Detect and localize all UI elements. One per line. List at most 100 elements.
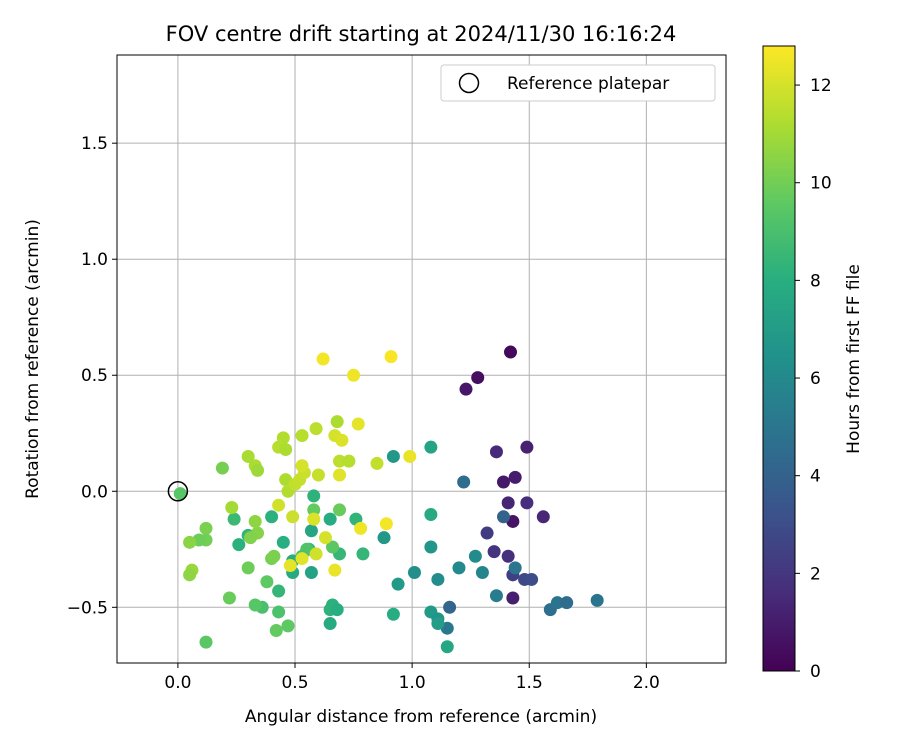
data-point: [471, 371, 485, 385]
x-axis-ticks: 0.0 0.5 1.0 1.5 2.0: [164, 663, 660, 693]
data-point: [496, 475, 510, 489]
data-point: [508, 470, 522, 484]
colorbar-tick-label: 2: [810, 564, 821, 584]
data-point: [304, 565, 318, 579]
data-point: [330, 415, 344, 429]
data-point: [391, 577, 405, 591]
data-point: [225, 501, 239, 515]
plot-frame: [116, 54, 727, 664]
data-point: [520, 496, 534, 510]
data-point: [443, 600, 457, 614]
data-point: [295, 429, 309, 443]
colorbar-tick-label: 12: [810, 76, 832, 96]
data-point: [407, 565, 421, 579]
data-point: [222, 591, 236, 605]
data-point: [501, 496, 515, 510]
colorbar-tick-label: 6: [810, 369, 821, 389]
data-point: [370, 456, 384, 470]
data-point: [241, 449, 255, 463]
data-point: [260, 575, 274, 589]
x-tick-label: 1.0: [399, 673, 426, 693]
data-point: [199, 635, 213, 649]
data-point: [199, 521, 213, 535]
colorbar: 0 2 4 6 8 10 12 Hours from first FF file: [762, 45, 864, 682]
data-point: [267, 549, 281, 563]
data-point: [183, 535, 197, 549]
data-point: [241, 561, 255, 575]
data-point: [386, 449, 400, 463]
colorbar-gradient: [762, 45, 796, 672]
data-point: [386, 607, 400, 621]
data-point: [244, 531, 258, 545]
data-points: [173, 345, 604, 654]
data-point: [424, 540, 438, 554]
x-tick-label: 1.5: [516, 673, 543, 693]
data-point: [309, 422, 323, 436]
data-point: [251, 463, 265, 477]
data-point: [173, 487, 187, 501]
data-point: [323, 512, 337, 526]
data-point: [351, 417, 365, 431]
data-point: [215, 461, 229, 475]
data-point: [318, 531, 332, 545]
data-point: [307, 489, 321, 503]
legend-reference-icon: [458, 72, 480, 94]
data-point: [281, 619, 295, 633]
data-point: [232, 538, 246, 552]
data-point: [440, 640, 454, 654]
data-point: [356, 547, 370, 561]
data-point: [248, 514, 262, 528]
colorbar-tick-label: 8: [810, 271, 821, 291]
y-tick-label: −0.5: [67, 598, 108, 618]
data-point: [335, 433, 349, 447]
data-point: [431, 617, 445, 631]
data-point: [379, 517, 393, 531]
data-point: [590, 593, 604, 607]
data-point: [431, 572, 445, 586]
data-point: [377, 531, 391, 545]
data-point: [457, 475, 471, 489]
data-point: [269, 624, 283, 638]
data-point: [480, 526, 494, 540]
data-point: [536, 510, 550, 524]
data-point: [468, 549, 482, 563]
y-axis-ticks: −0.5 0.0 0.5 1.0 1.5: [67, 134, 117, 618]
colorbar-tick-label: 10: [810, 174, 832, 194]
chart-title: FOV centre drift starting at 2024/11/30 …: [166, 22, 677, 46]
data-point: [265, 510, 279, 524]
data-point: [248, 598, 262, 612]
data-point: [183, 568, 197, 582]
data-point: [307, 503, 321, 517]
x-tick-label: 0.5: [281, 673, 308, 693]
data-point: [279, 443, 293, 457]
colorbar-tick-label: 4: [810, 467, 821, 487]
data-point: [304, 524, 318, 538]
data-point: [475, 565, 489, 579]
data-point: [272, 584, 286, 598]
data-point: [525, 572, 539, 586]
data-point: [520, 440, 534, 454]
legend: Reference platepar: [440, 64, 716, 102]
data-point: [384, 350, 398, 364]
data-point: [354, 521, 368, 535]
y-tick-label: 0.5: [81, 366, 108, 386]
data-point: [325, 540, 339, 554]
x-axis-label: Angular distance from reference (arcmin): [245, 707, 597, 727]
y-tick-label: 1.0: [81, 250, 108, 270]
data-point: [333, 503, 347, 517]
y-axis-label: Rotation from reference (arcmin): [23, 219, 43, 499]
data-point: [283, 559, 297, 573]
data-point: [227, 512, 241, 526]
colorbar-tick-label: 0: [810, 662, 821, 682]
data-point: [347, 368, 361, 382]
data-point: [330, 603, 344, 617]
data-point: [307, 512, 321, 526]
y-tick-label: 0.0: [81, 482, 108, 502]
data-point: [452, 561, 466, 575]
data-point: [328, 563, 342, 577]
data-point: [508, 561, 522, 575]
data-point: [504, 345, 518, 359]
grid-lines: [117, 55, 726, 663]
data-point: [496, 510, 510, 524]
